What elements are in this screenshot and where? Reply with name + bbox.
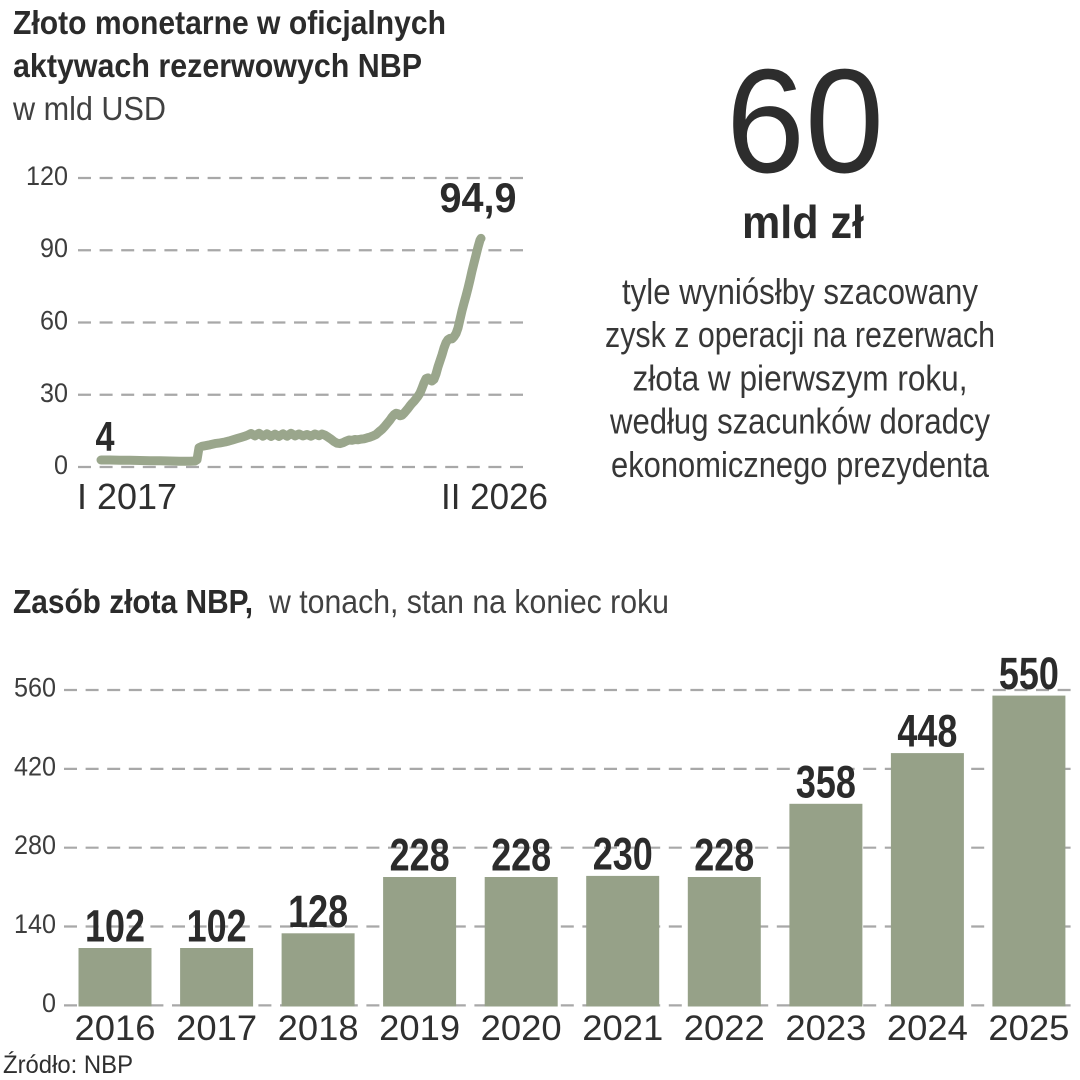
svg-text:228: 228	[491, 830, 551, 881]
svg-text:2024: 2024	[887, 1009, 968, 1048]
svg-text:2017: 2017	[176, 1009, 257, 1048]
svg-text:2018: 2018	[278, 1009, 359, 1048]
svg-text:I 2017: I 2017	[77, 476, 177, 517]
svg-text:w tonach, stan na koniec roku: w tonach, stan na koniec roku	[268, 583, 669, 620]
svg-text:według szacunków doradcy: według szacunków doradcy	[609, 401, 990, 442]
svg-text:358: 358	[796, 756, 856, 807]
svg-text:ekonomicznego prezydenta: ekonomicznego prezydenta	[611, 444, 990, 485]
svg-text:Zasób złota NBP,: Zasób złota NBP,	[13, 583, 253, 620]
svg-text:120: 120	[26, 161, 68, 191]
svg-text:140: 140	[14, 909, 56, 939]
svg-text:złota w pierwszym roku,: złota w pierwszym roku,	[633, 357, 968, 398]
svg-text:228: 228	[694, 830, 754, 881]
svg-text:230: 230	[593, 828, 653, 879]
svg-text:2022: 2022	[684, 1009, 765, 1048]
svg-text:102: 102	[85, 901, 145, 952]
svg-text:560: 560	[14, 673, 56, 703]
svg-text:420: 420	[14, 751, 56, 781]
svg-text:II 2026: II 2026	[441, 476, 548, 517]
svg-text:60: 60	[40, 306, 68, 336]
svg-text:tyle wyniósłby szacowany: tyle wyniósłby szacowany	[622, 271, 978, 312]
svg-text:228: 228	[390, 830, 450, 881]
svg-text:Złoto monetarne w oficjalnych: Złoto monetarne w oficjalnych	[13, 4, 446, 41]
svg-text:2016: 2016	[75, 1009, 156, 1048]
svg-text:mld zł: mld zł	[742, 196, 864, 248]
svg-text:60: 60	[726, 39, 884, 204]
svg-text:0: 0	[42, 988, 56, 1018]
svg-text:0: 0	[54, 450, 68, 480]
svg-text:2020: 2020	[481, 1009, 562, 1048]
svg-text:2025: 2025	[988, 1009, 1069, 1048]
svg-text:280: 280	[14, 830, 56, 860]
svg-text:550: 550	[999, 648, 1059, 699]
svg-text:Źródło: NBP: Źródło: NBP	[3, 1050, 133, 1079]
svg-text:w mld USD: w mld USD	[12, 90, 166, 127]
svg-text:30: 30	[40, 378, 68, 408]
svg-text:zysk z operacji na rezerwach: zysk z operacji na rezerwach	[605, 314, 995, 355]
svg-text:2023: 2023	[785, 1009, 866, 1048]
svg-text:102: 102	[187, 901, 247, 952]
svg-text:90: 90	[40, 233, 68, 263]
svg-text:94,9: 94,9	[440, 174, 517, 221]
svg-text:aktywach rezerwowych NBP: aktywach rezerwowych NBP	[13, 47, 422, 84]
svg-text:4: 4	[96, 413, 116, 460]
svg-text:2021: 2021	[582, 1009, 663, 1048]
svg-text:448: 448	[897, 706, 957, 757]
svg-text:128: 128	[288, 886, 348, 937]
svg-text:2019: 2019	[379, 1009, 460, 1048]
